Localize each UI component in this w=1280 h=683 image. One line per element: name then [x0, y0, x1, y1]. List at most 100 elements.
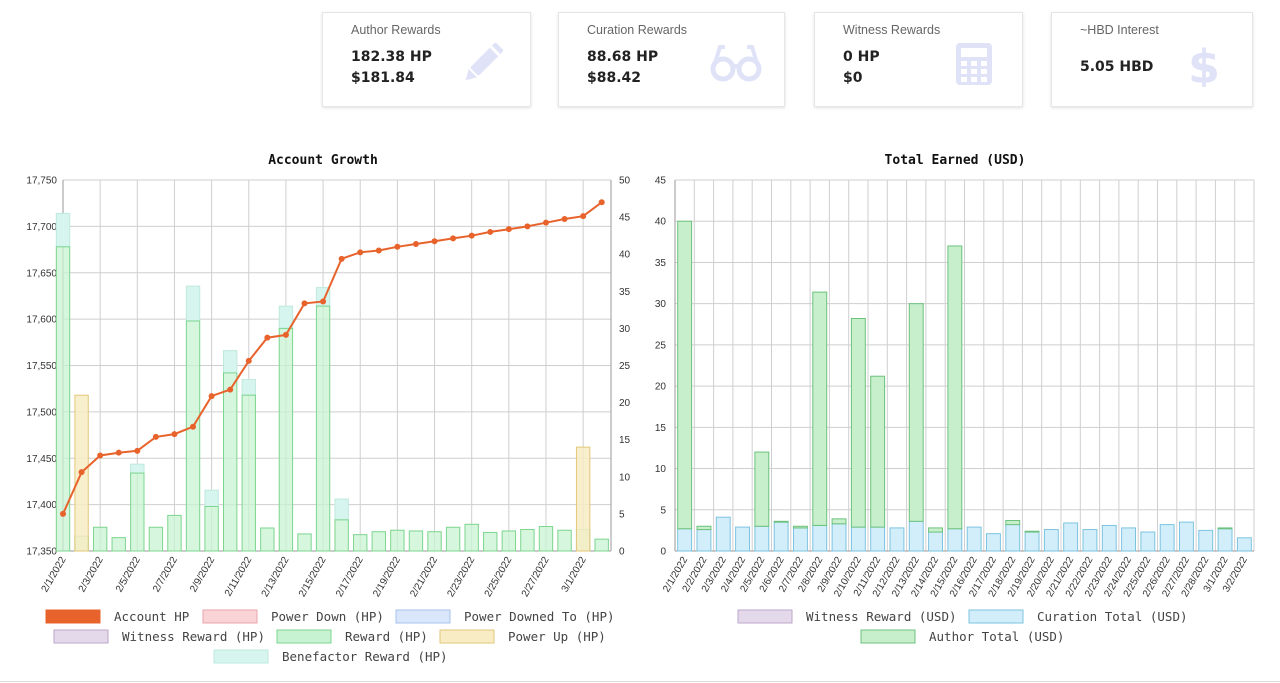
x-tick-label: 2/17/2022 [334, 555, 366, 599]
card-label: Witness Rewards [843, 23, 941, 37]
point-account-hp [505, 226, 512, 233]
bar-curation-total [1043, 529, 1059, 552]
bar-reward [371, 531, 386, 552]
bar-author-total [696, 525, 712, 531]
y-tick-label: 45 [655, 176, 667, 187]
bar-curation-total [1198, 529, 1214, 552]
card-value-hp: 0 HP [843, 49, 880, 65]
y-left-tick-label: 17,600 [26, 315, 57, 326]
point-account-hp [524, 223, 531, 230]
curation-rewards-card: Curation Rewards 88.68 HP $88.42 [558, 12, 785, 107]
y-left-tick-label: 17,500 [26, 407, 57, 418]
point-account-hp [357, 249, 364, 256]
card-value-hbd: 5.05 HBD [1080, 59, 1154, 75]
bar-author-total [812, 291, 828, 526]
bar-reward [130, 472, 145, 552]
bar-benefactor-reward [185, 285, 201, 322]
bar-benefactor-reward [55, 212, 71, 248]
bar-reward [260, 527, 275, 552]
bar-author-total [928, 527, 943, 533]
bar-author-total [908, 303, 924, 522]
bar-author-total [773, 520, 789, 523]
bar-reward [167, 514, 182, 552]
point-account-hp [134, 447, 141, 454]
bar-reward [315, 305, 331, 552]
bar-curation-total [812, 524, 828, 552]
bar-curation-total [1159, 524, 1175, 552]
bar-curation-total [870, 526, 886, 552]
bar-benefactor-reward [204, 489, 219, 507]
bar-reward [204, 505, 219, 552]
card-value-hp: 182.38 HP [351, 49, 432, 65]
y-left-tick-label: 17,450 [26, 454, 57, 465]
y-right-tick-label: 50 [619, 176, 631, 187]
total-earned-chart: Total Earned (USD)0510152025303540452/1/… [655, 153, 1255, 644]
point-account-hp [245, 357, 252, 364]
legend-label: Account HP [114, 609, 189, 624]
y-right-tick-label: 20 [619, 398, 631, 409]
point-account-hp [282, 331, 289, 338]
bar-reward [594, 538, 609, 552]
point-account-hp [561, 215, 568, 222]
point-account-hp [375, 247, 382, 254]
point-account-hp [264, 334, 271, 341]
card-value-usd: $0 [843, 70, 863, 86]
legend-label: Power Up (HP) [508, 629, 606, 644]
point-account-hp [580, 213, 587, 220]
bar-benefactor-reward [334, 498, 349, 521]
bar-curation-total [1082, 529, 1098, 552]
bar-curation-total [1140, 531, 1156, 552]
y-left-tick-label: 17,700 [26, 222, 57, 233]
y-tick-label: 30 [655, 299, 667, 310]
y-left-tick-label: 17,350 [26, 547, 57, 558]
legend-label: Witness Reward (HP) [122, 629, 265, 644]
bar-reward [427, 531, 442, 552]
y-tick-label: 20 [655, 382, 667, 393]
y-tick-label: 40 [655, 217, 667, 228]
point-account-hp [412, 240, 419, 247]
card-value-hp: 88.68 HP [587, 49, 659, 65]
bar-reward [111, 537, 126, 552]
bar-power-up [575, 446, 591, 552]
bar-curation-total [1179, 521, 1194, 552]
bar-curation-total [928, 531, 943, 552]
bar-author-total [677, 220, 693, 530]
bar-author-total [831, 518, 847, 525]
legend-label: Benefactor Reward (HP) [282, 649, 448, 664]
charts-area: Account Growth 17,350 17,400 17,450 17,500 17… [0, 110, 1280, 683]
bar-reward [55, 246, 71, 552]
card-label: Curation Rewards [587, 23, 688, 37]
x-tick-label: 2/21/2022 [408, 555, 440, 599]
bar-curation-total [850, 526, 866, 552]
point-account-hp [115, 449, 122, 456]
bar-author-total [793, 525, 808, 529]
bar-curation-total [1101, 524, 1117, 552]
y-right-tick-label: 30 [619, 324, 631, 335]
bar-curation-total [1005, 524, 1021, 552]
point-account-hp [301, 300, 308, 307]
y-tick-label: 0 [660, 547, 666, 558]
bar-reward [278, 327, 294, 552]
x-tick-label: 2/5/2022 [114, 555, 143, 595]
bar-reward [483, 531, 498, 552]
y-right-tick-label: 5 [619, 509, 625, 520]
divider [0, 681, 1280, 682]
y-left-tick-label: 17,750 [26, 176, 57, 187]
bar-reward [92, 526, 108, 552]
pencil-icon [465, 42, 504, 81]
hbd-interest-card: ~HBD Interest 5.05 HBD $ [1051, 12, 1253, 107]
chart-title: Account Growth [268, 153, 378, 168]
bar-author-total [870, 375, 886, 528]
point-account-hp [542, 219, 549, 226]
bar-author-total [1217, 527, 1233, 530]
x-tick-label: 2/1/2022 [40, 555, 69, 595]
x-tick-label: 2/9/2022 [188, 555, 217, 595]
bar-reward [297, 533, 312, 552]
y-left-tick-label: 17,550 [26, 361, 57, 372]
legend-label: Power Downed To (HP) [464, 609, 615, 624]
x-tick-label: 3/1/2022 [560, 555, 589, 595]
bar-reward [520, 528, 535, 552]
bar-reward [445, 526, 461, 552]
y-tick-label: 35 [655, 258, 667, 269]
point-account-hp [60, 510, 66, 517]
